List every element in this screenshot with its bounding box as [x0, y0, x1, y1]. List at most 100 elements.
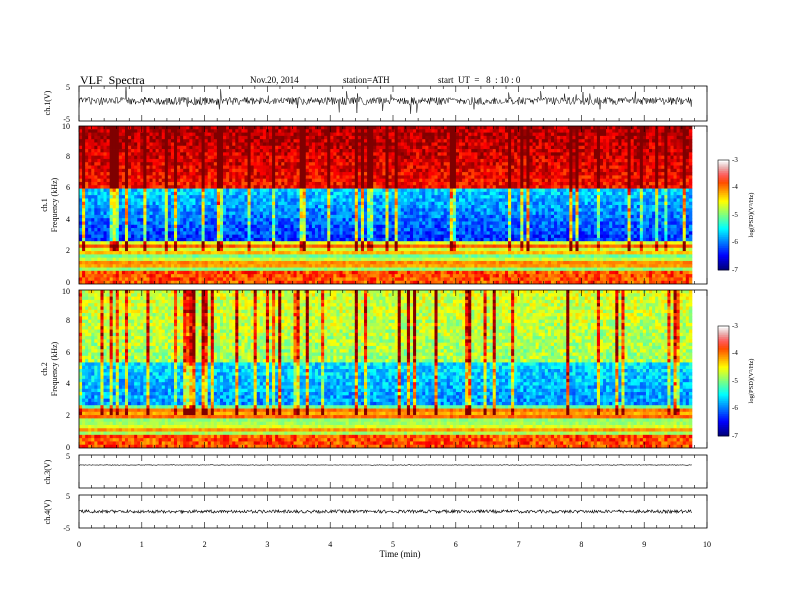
spectrogram-cell: [85, 165, 89, 170]
spectrogram-cell: [333, 267, 337, 272]
spectrogram-cell: [134, 221, 138, 226]
spectrogram-cell: [131, 247, 135, 252]
spectrogram-cell: [290, 208, 294, 212]
spectrogram-cell: [149, 162, 153, 166]
spectrogram-cell: [376, 178, 380, 183]
spectrogram-cell: [339, 178, 343, 183]
spectrogram-cell: [259, 175, 264, 180]
spectrogram-cell: [293, 251, 297, 255]
spectrogram-cell: [201, 145, 206, 150]
spectrogram-cell: [327, 149, 331, 153]
spectrogram-cell: [345, 260, 350, 265]
spectrogram-cell: [216, 198, 221, 203]
spectrogram-cell: [85, 129, 89, 133]
spectrogram-cell: [112, 211, 117, 216]
spectrogram-cell: [174, 191, 178, 196]
spectrogram-cell: [327, 175, 331, 180]
spectrogram-cell: [235, 231, 239, 236]
spectrogram-cell: [314, 228, 319, 232]
spectrogram-cell: [115, 198, 120, 203]
spectrogram-cell: [186, 237, 190, 242]
spectrogram-cell: [269, 221, 273, 226]
spectrogram-cell: [330, 244, 334, 249]
spectrogram-cell: [186, 214, 190, 219]
spectrogram-cell: [204, 165, 209, 170]
spectrogram-cell: [311, 152, 316, 157]
spectrogram-cell: [155, 231, 160, 236]
spectrogram-cell: [293, 211, 297, 216]
spectrogram-cell: [241, 214, 245, 219]
spectrogram-cell: [216, 126, 221, 130]
spectrogram-cell: [290, 211, 294, 216]
ch1-waveform-ticks: [78, 86, 708, 121]
spectrogram-cell: [385, 208, 389, 212]
spectrogram-cell: [351, 129, 356, 133]
spectrogram-cell: [167, 195, 172, 199]
spectrogram-cell: [106, 270, 111, 275]
spectrogram-cell: [376, 158, 380, 163]
spectrogram-cell: [330, 205, 334, 209]
spectrogram-cell: [388, 224, 392, 229]
spectrogram-cell: [314, 188, 319, 193]
spectrogram-cell: [330, 185, 334, 189]
spectrogram-cell: [124, 132, 129, 137]
spectrogram-cell: [278, 251, 282, 255]
spectrogram-cell: [364, 129, 368, 133]
spectrogram-cell: [223, 191, 227, 196]
spectrogram-cell: [345, 155, 350, 160]
spectrogram-cell: [183, 274, 187, 278]
spectrogram-cell: [118, 211, 123, 216]
spectrogram-cell: [382, 132, 386, 137]
spectrogram-cell: [367, 178, 371, 183]
spectrogram-cell: [339, 191, 343, 196]
spectrogram-cell: [342, 135, 347, 140]
spectrogram-cell: [198, 181, 202, 186]
spectrogram-cell: [241, 155, 245, 160]
spectrogram-cell: [293, 218, 297, 222]
spectrogram-cell: [318, 149, 322, 153]
spectrogram-cell: [247, 274, 252, 278]
spectrogram-cell: [360, 178, 365, 183]
spectrogram-cell: [235, 142, 239, 147]
spectrogram-cell: [164, 274, 169, 278]
spectrogram-cell: [305, 264, 310, 268]
spectrogram-cell: [85, 139, 89, 143]
spectrogram-cell: [281, 145, 285, 150]
spectrogram-cell: [360, 129, 365, 133]
spectrogram-cell: [321, 280, 325, 284]
spectrogram-cell: [275, 214, 279, 219]
spectrogram-cell: [229, 155, 233, 160]
spectrogram-cell: [201, 231, 206, 236]
spectrogram-cell: [256, 280, 261, 284]
spectrogram-cell: [158, 155, 163, 160]
spectrogram-cell: [223, 142, 227, 147]
spectrogram-cell: [241, 205, 245, 209]
spectrogram-cell: [177, 264, 181, 268]
spectrogram-cell: [146, 155, 150, 160]
spectrogram-cell: [195, 264, 199, 268]
spectrogram-cell: [360, 270, 365, 275]
spectrogram-cell: [360, 185, 365, 189]
spectrogram-cell: [140, 135, 144, 140]
spectrogram-cell: [253, 191, 258, 196]
spectrogram-cell: [103, 172, 107, 176]
spectrogram-cell: [265, 241, 270, 245]
spectrogram-cell: [152, 205, 157, 209]
spectrogram-cell: [262, 168, 267, 173]
spectrogram-cell: [321, 162, 325, 166]
spectrogram-cell: [109, 191, 114, 196]
spectrogram-cell: [189, 247, 193, 252]
spectrogram-cell: [247, 205, 252, 209]
spectrogram-cell: [226, 257, 230, 262]
spectrogram-cell: [318, 172, 322, 176]
spectrogram-cell: [201, 264, 206, 268]
spectrogram-cell: [103, 168, 107, 173]
spectrogram-cell: [158, 211, 163, 216]
spectrogram-cell: [250, 162, 255, 166]
spectrogram-cell: [91, 181, 95, 186]
spectrogram-cell: [167, 139, 172, 143]
spectrogram-cell: [281, 172, 285, 176]
spectrogram-cell: [314, 254, 319, 259]
spectrogram-cell: [213, 135, 218, 140]
